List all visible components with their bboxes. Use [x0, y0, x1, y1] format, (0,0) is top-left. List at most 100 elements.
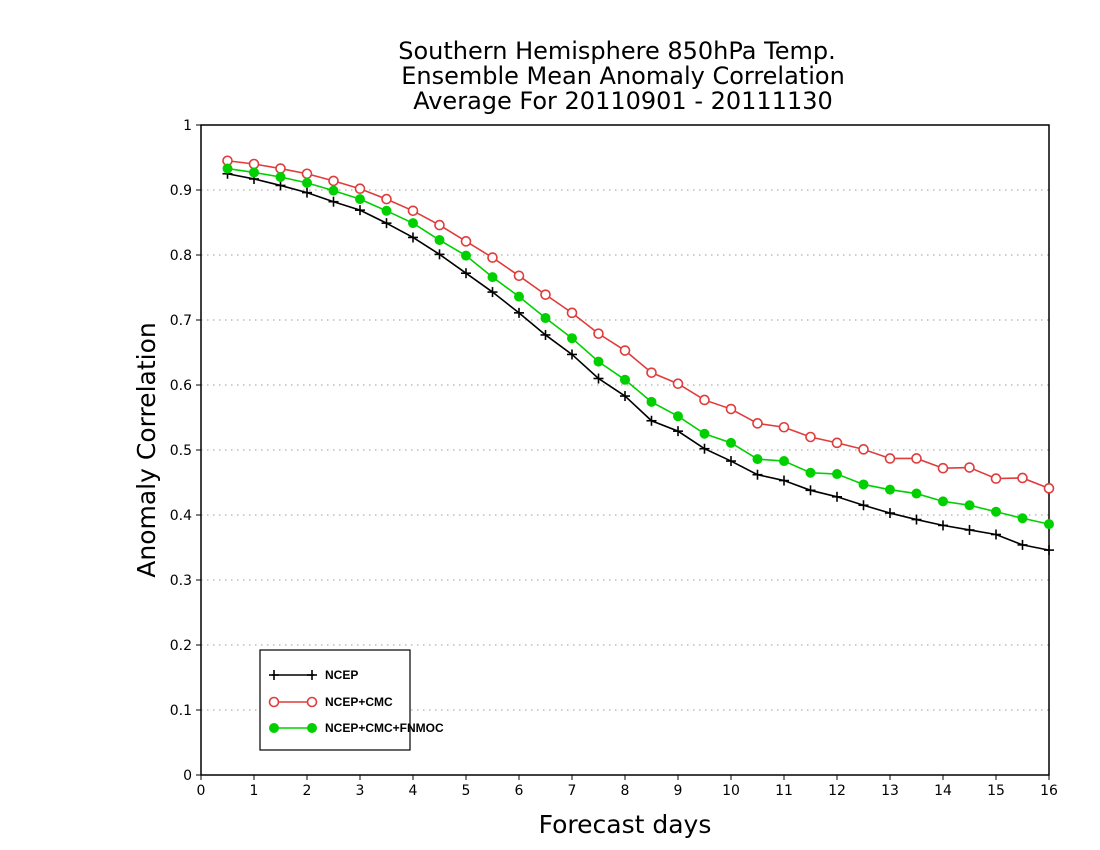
data-point [408, 232, 418, 243]
data-point [460, 236, 472, 247]
data-point [752, 454, 763, 465]
data-point [832, 469, 842, 480]
data-point [328, 175, 339, 187]
data-point [408, 218, 418, 229]
x-tick-label: 2 [303, 783, 312, 799]
data-point [964, 500, 975, 511]
data-point [938, 520, 948, 531]
data-point [991, 506, 1001, 517]
data-point [673, 411, 683, 422]
chart-title: Southern Hemisphere 850hPa Temp. Ensembl… [398, 37, 845, 115]
x-tick-label: 1 [250, 783, 259, 799]
data-point [726, 456, 736, 467]
series-2 [222, 163, 1054, 530]
series-line [227, 172, 1050, 551]
x-tick-label: 13 [881, 783, 899, 799]
legend-marker [268, 696, 280, 708]
x-tick-label: 14 [934, 783, 952, 799]
data-point [355, 205, 365, 216]
data-point [513, 270, 525, 282]
data-point [832, 491, 842, 502]
legend-label: NCEP+CMC+FNMOC [325, 721, 444, 735]
data-point [434, 219, 445, 231]
legend-entry-2: NCEP+CMC+FNMOC [269, 721, 444, 735]
data-point [885, 508, 895, 519]
data-point [778, 421, 790, 433]
data-point [805, 485, 816, 496]
data-point [646, 367, 657, 378]
data-point [593, 373, 604, 384]
data-point [566, 307, 578, 319]
legend-marker [307, 723, 317, 733]
series-line [227, 159, 1050, 490]
data-point [302, 187, 312, 198]
data-point [434, 235, 445, 246]
y-tick-label: 0.7 [170, 313, 192, 329]
data-point [964, 462, 975, 473]
data-point [831, 437, 843, 449]
data-point [805, 431, 816, 443]
y-tick-label: 0.9 [170, 183, 192, 199]
legend-label: NCEP [325, 668, 358, 682]
data-point [514, 291, 524, 302]
x-tick-label: 7 [568, 783, 577, 799]
data-point [805, 467, 816, 478]
legend-box [259, 649, 411, 751]
data-point [593, 328, 604, 339]
data-point [593, 356, 604, 367]
legend-label: NCEP+CMC [325, 695, 393, 709]
data-point [752, 469, 763, 480]
data-point [301, 168, 313, 180]
x-tick-label: 0 [197, 783, 206, 799]
data-point [937, 462, 949, 474]
data-point [858, 444, 869, 455]
y-tick-label: 0.5 [170, 443, 192, 459]
legend-marker [269, 670, 279, 680]
y-tick-label: 0.2 [170, 638, 192, 654]
y-tick-label: 0.8 [170, 248, 192, 264]
data-point [646, 415, 657, 426]
title-line-2: Ensemble Mean Anomaly Correlation [401, 62, 845, 90]
data-point [487, 272, 498, 283]
data-point [620, 391, 630, 402]
x-tick-label: 8 [621, 783, 630, 799]
x-tick-label: 16 [1040, 783, 1058, 799]
x-axis-ticks: 0 1 2 3 4 5 6 7 8 9 10 11 12 13 14 15 16 [197, 775, 1058, 799]
data-point [487, 252, 498, 263]
data-point [911, 453, 922, 464]
x-tick-label: 5 [462, 783, 471, 799]
data-point [540, 329, 551, 340]
data-point [911, 514, 922, 525]
x-tick-label: 15 [987, 783, 1005, 799]
legend-marker [307, 670, 317, 680]
series-1 [222, 155, 1055, 494]
data-point [646, 396, 657, 407]
data-point [779, 475, 789, 486]
data-point [275, 180, 286, 191]
data-point [1044, 545, 1054, 556]
data-point [514, 307, 524, 318]
data-point [911, 488, 922, 499]
data-point [699, 428, 710, 439]
gridlines [201, 189, 1049, 711]
data-point [620, 374, 630, 385]
data-point [540, 289, 551, 300]
data-point [461, 250, 471, 261]
data-point [434, 249, 445, 260]
data-point [726, 437, 736, 448]
data-point [407, 205, 419, 217]
data-point [461, 268, 471, 279]
data-point [275, 172, 286, 182]
y-tick-label: 0.3 [170, 573, 192, 589]
data-point [328, 185, 339, 196]
legend-marker [306, 696, 318, 708]
series-line [227, 167, 1050, 525]
x-axis-label: Forecast days [539, 810, 712, 839]
x-tick-label: 3 [356, 783, 365, 799]
data-point [354, 183, 366, 194]
y-tick-label: 0.6 [170, 378, 192, 394]
x-tick-label: 9 [674, 783, 683, 799]
x-tick-label: 12 [828, 783, 846, 799]
y-axis-label: Anomaly Correlation [132, 322, 161, 577]
